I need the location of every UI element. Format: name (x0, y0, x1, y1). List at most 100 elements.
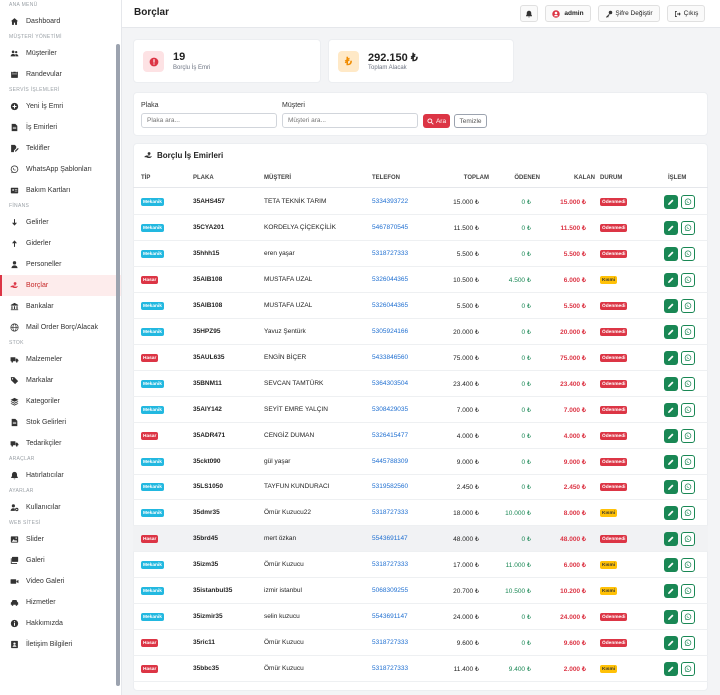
customer-search-input[interactable] (282, 113, 418, 128)
phone-link[interactable]: 5445788309 (372, 458, 409, 465)
edit-button[interactable] (664, 480, 678, 494)
table-row[interactable]: Mekanik 35CYA201 KORDELYA ÇİÇEKÇİLİK 546787… (133, 215, 708, 241)
phone-link[interactable]: 5326044365 (372, 276, 409, 283)
table-row[interactable]: Hasar 35AUL635 ENGİN BİÇER 5433846560 75.000… (133, 345, 708, 371)
sidebar-item-gelirler[interactable]: Gelirler (0, 212, 121, 233)
phone-link[interactable]: 5305924166 (372, 328, 409, 335)
sidebar-item-hatirlaticilar[interactable]: Hatırlatıcılar (0, 465, 121, 486)
table-row[interactable]: Hasar 35AIB108 MUSTAFA UZAL 5326044365 10.50… (133, 267, 708, 293)
sidebar-item-galeri[interactable]: Galeri (0, 550, 121, 571)
logout-button[interactable]: Çıkış (667, 5, 705, 22)
edit-button[interactable] (664, 532, 678, 546)
phone-link[interactable]: 5068309255 (372, 587, 409, 594)
table-row[interactable]: Hasar 35brd45 mert özkan 5543691147 48.000 ₺… (133, 526, 708, 552)
phone-link[interactable]: 5543691147 (372, 613, 408, 620)
table-row[interactable]: Mekanik 35LS1050 TAYFUN KUNDURACI 531958256… (133, 474, 708, 500)
sidebar-item-bankalar[interactable]: Bankalar (0, 296, 121, 317)
phone-link[interactable]: 5334393722 (372, 198, 409, 205)
table-row[interactable]: Mekanik 35izm35 Ömür Kuzucu 5318727333 17.00… (133, 552, 708, 578)
phone-link[interactable]: 5326415477 (372, 432, 409, 439)
edit-button[interactable] (664, 429, 678, 443)
table-row[interactable]: Mekanik 35AIB108 MUSTAFA UZAL 5326044365 5.5… (133, 293, 708, 319)
edit-button[interactable] (664, 636, 678, 650)
whatsapp-button[interactable] (681, 636, 695, 650)
sidebar-item-slider[interactable]: Slider (0, 529, 121, 550)
sidebar-item-tedarikciler[interactable]: Tedarikçiler (0, 433, 121, 454)
phone-link[interactable]: 5543691147 (372, 535, 408, 542)
sidebar-item-kategoriler[interactable]: Kategoriler (0, 391, 121, 412)
phone-link[interactable]: 5318727333 (372, 509, 409, 516)
sidebar-item-bakim-kartlari[interactable]: Bakım Kartları (0, 180, 121, 201)
phone-link[interactable]: 5326044365 (372, 302, 409, 309)
change-password-button[interactable]: Şifre Değiştir (598, 5, 660, 22)
edit-button[interactable] (664, 273, 678, 287)
sidebar-item-kullanicilar[interactable]: Kullanıcılar (0, 497, 121, 518)
phone-link[interactable]: 5318727333 (372, 250, 409, 257)
table-row[interactable]: Mekanik 35dmr35 Ömür Kuzucu22 5318727333 18.… (133, 500, 708, 526)
edit-button[interactable] (664, 221, 678, 235)
edit-button[interactable] (664, 377, 678, 391)
sidebar-item-malzemeler[interactable]: Malzemeler (0, 349, 121, 370)
whatsapp-button[interactable] (681, 195, 695, 209)
table-row[interactable]: Hasar 35ADR471 CENGİZ DUMAN 5326415477 4.000… (133, 423, 708, 449)
edit-button[interactable] (664, 195, 678, 209)
table-row[interactable]: Mekanik 35hhh15 eren yaşar 5318727333 5.500 … (133, 241, 708, 267)
table-row[interactable]: Mekanik 35AIY142 SEYİT EMRE YALÇIN 53084290… (133, 397, 708, 423)
phone-link[interactable]: 5433846560 (372, 354, 409, 361)
plate-search-input[interactable] (141, 113, 277, 128)
sidebar-item-markalar[interactable]: Markalar (0, 370, 121, 391)
user-menu-button[interactable]: admin (545, 5, 591, 22)
whatsapp-button[interactable] (681, 480, 695, 494)
table-row[interactable]: Mekanik 35istanbul35 izmir istanbul 5068309… (133, 578, 708, 604)
edit-button[interactable] (664, 403, 678, 417)
phone-link[interactable]: 5364303504 (372, 380, 409, 387)
whatsapp-button[interactable] (681, 558, 695, 572)
whatsapp-button[interactable] (681, 429, 695, 443)
whatsapp-button[interactable] (681, 299, 695, 313)
sidebar-item-musteriler[interactable]: Müşteriler (0, 43, 121, 64)
sidebar-item-mail-order-borc-alacak[interactable]: Mail Order Borç/Alacak (0, 317, 121, 338)
sidebar-item-hizmetler[interactable]: Hizmetler (0, 592, 121, 613)
whatsapp-button[interactable] (681, 532, 695, 546)
whatsapp-button[interactable] (681, 351, 695, 365)
edit-button[interactable] (664, 610, 678, 624)
whatsapp-button[interactable] (681, 403, 695, 417)
table-row[interactable]: Mekanik 35BNM11 SEVCAN TAMTÜRK 5364303504 23… (133, 371, 708, 397)
table-row[interactable]: Mekanik 35AHS457 TETA TEKNİK TARIM 53343937… (133, 189, 708, 215)
sidebar-item-giderler[interactable]: Giderler (0, 233, 121, 254)
whatsapp-button[interactable] (681, 325, 695, 339)
table-row[interactable]: Mekanik 35ckt090 gül yaşar 5445788309 9.000 … (133, 449, 708, 475)
phone-link[interactable]: 5467870545 (372, 224, 409, 231)
whatsapp-button[interactable] (681, 455, 695, 469)
phone-link[interactable]: 5318727333 (372, 639, 409, 646)
phone-link[interactable]: 5318727333 (372, 561, 409, 568)
edit-button[interactable] (664, 325, 678, 339)
sidebar-scrollbar[interactable] (116, 44, 120, 686)
sidebar-item-yeni-i-s-emri[interactable]: Yeni İş Emri (0, 96, 121, 117)
whatsapp-button[interactable] (681, 221, 695, 235)
phone-link[interactable]: 5319582560 (372, 483, 409, 490)
edit-button[interactable] (664, 455, 678, 469)
edit-button[interactable] (664, 247, 678, 261)
edit-button[interactable] (664, 299, 678, 313)
sidebar-item-i-letisim-bilgileri[interactable]: İletişim Bilgileri (0, 634, 121, 655)
edit-button[interactable] (664, 506, 678, 520)
sidebar-item-randevular[interactable]: Randevular (0, 64, 121, 85)
phone-link[interactable]: 5318727333 (372, 665, 409, 672)
whatsapp-button[interactable] (681, 584, 695, 598)
whatsapp-button[interactable] (681, 662, 695, 676)
sidebar-item-personeller[interactable]: Personeller (0, 254, 121, 275)
whatsapp-button[interactable] (681, 247, 695, 261)
clear-button[interactable]: Temizle (454, 114, 487, 128)
edit-button[interactable] (664, 662, 678, 676)
edit-button[interactable] (664, 558, 678, 572)
edit-button[interactable] (664, 584, 678, 598)
edit-button[interactable] (664, 351, 678, 365)
whatsapp-button[interactable] (681, 610, 695, 624)
notifications-button[interactable] (520, 5, 538, 22)
search-button[interactable]: Ara (423, 114, 450, 128)
whatsapp-button[interactable] (681, 273, 695, 287)
whatsapp-button[interactable] (681, 506, 695, 520)
sidebar-item-dashboard[interactable]: Dashboard (0, 11, 121, 32)
sidebar-item-borclar[interactable]: Borçlar (0, 275, 121, 296)
